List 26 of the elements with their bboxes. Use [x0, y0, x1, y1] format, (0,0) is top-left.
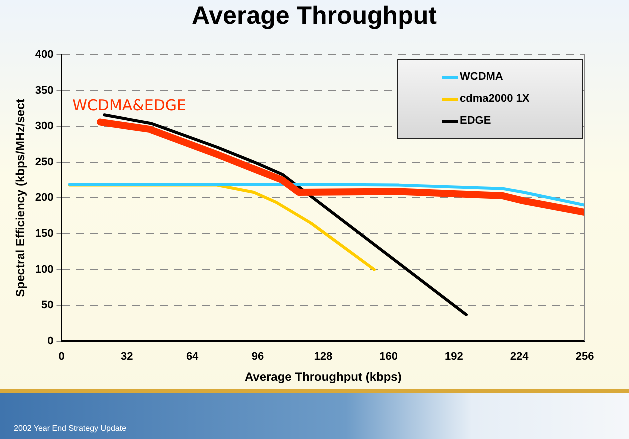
y-tick-label: 150 — [35, 228, 54, 240]
x-tick-label: 128 — [314, 351, 333, 364]
chart-title: Average Throughput — [191, 2, 438, 31]
x-tick-label: 192 — [445, 351, 464, 364]
y-axis-title: Spectral Efficiency (kbps/MHz/sect — [14, 99, 28, 298]
x-tick-label: 256 — [576, 351, 594, 364]
y-tick-label: 300 — [35, 120, 54, 133]
x-tick-label: 224 — [510, 351, 530, 364]
y-tick-label: 0 — [48, 335, 54, 348]
annotation: WCDMA&EDGE — [72, 96, 186, 115]
x-tick-label: 64 — [186, 351, 200, 364]
x-tick-label: 0 — [58, 351, 65, 364]
x-tick-label: 32 — [121, 351, 134, 364]
y-tick-label: 200 — [35, 192, 54, 204]
text: 2002 Year End Strategy Update — [14, 424, 127, 433]
y-tick-label: 400 — [35, 49, 54, 62]
y-tick-label: 250 — [35, 156, 54, 168]
legend-label: EDGE — [460, 115, 492, 127]
x-axis-title: Average Throughput (kbps) — [244, 370, 402, 384]
legend-label: cdma2000 1X — [460, 93, 530, 105]
legend-label: WCDMA — [460, 71, 504, 83]
y-tick-label: 50 — [42, 300, 54, 312]
y-tick-label: 100 — [35, 264, 54, 276]
x-tick-label: 96 — [252, 351, 264, 364]
x-tick-label: 160 — [380, 351, 398, 364]
y-tick-label: 350 — [35, 84, 54, 97]
